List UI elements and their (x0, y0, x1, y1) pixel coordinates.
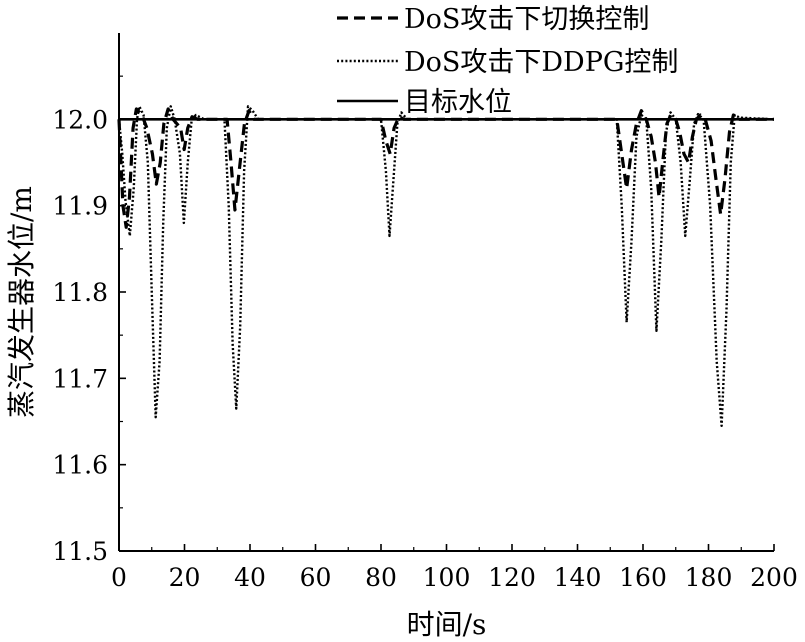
x-tick-label: 40 (234, 563, 266, 592)
y-tick-label: 11.8 (52, 278, 108, 307)
x-tick-label: 60 (300, 563, 332, 592)
x-tick-label: 200 (750, 563, 798, 592)
series-layer (117, 105, 775, 428)
series-line-1 (117, 107, 774, 229)
legend-label-3: 目标水位 (404, 87, 512, 118)
y-tick-label: 11.7 (52, 364, 108, 393)
x-tick-label: 160 (619, 563, 667, 592)
x-tick-label: 140 (554, 563, 602, 592)
legend-label-1: DoS攻击下切换控制 (404, 4, 649, 35)
y-axis-title: 蒸汽发生器水位/m (5, 186, 38, 418)
x-tick-label: 120 (488, 563, 536, 592)
x-tick-label: 0 (111, 563, 127, 592)
y-tick-label: 11.6 (52, 451, 108, 480)
x-tick-label: 20 (169, 563, 201, 592)
plot-axes: 0 20 40 60 80 100 120 140 160 180 200 11.5 11.6 11.7 1… (52, 33, 798, 592)
y-tick-label: 12.0 (52, 105, 108, 134)
y-tick-label: 11.9 (52, 192, 108, 221)
x-tick-label: 100 (423, 563, 471, 592)
x-tick-label: 80 (365, 563, 397, 592)
y-tick-label: 11.5 (52, 537, 108, 566)
series-line-2 (117, 105, 775, 428)
legend-label-2: DoS攻击下DDPG控制 (404, 47, 678, 78)
x-tick-label: 180 (685, 563, 733, 592)
x-axis-title: 时间/s (407, 608, 487, 641)
